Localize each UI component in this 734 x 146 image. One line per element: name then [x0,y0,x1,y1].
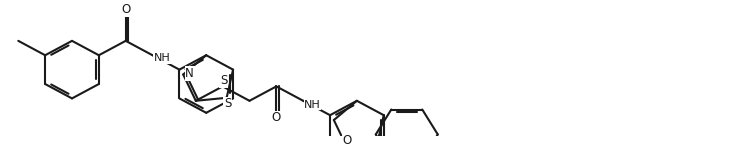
Text: NH: NH [304,100,321,110]
Text: O: O [272,111,281,124]
Text: S: S [224,97,231,110]
Text: O: O [342,134,352,146]
Text: S: S [220,74,228,87]
Text: NH: NH [153,53,170,64]
Text: O: O [122,3,131,16]
Text: N: N [185,67,194,80]
